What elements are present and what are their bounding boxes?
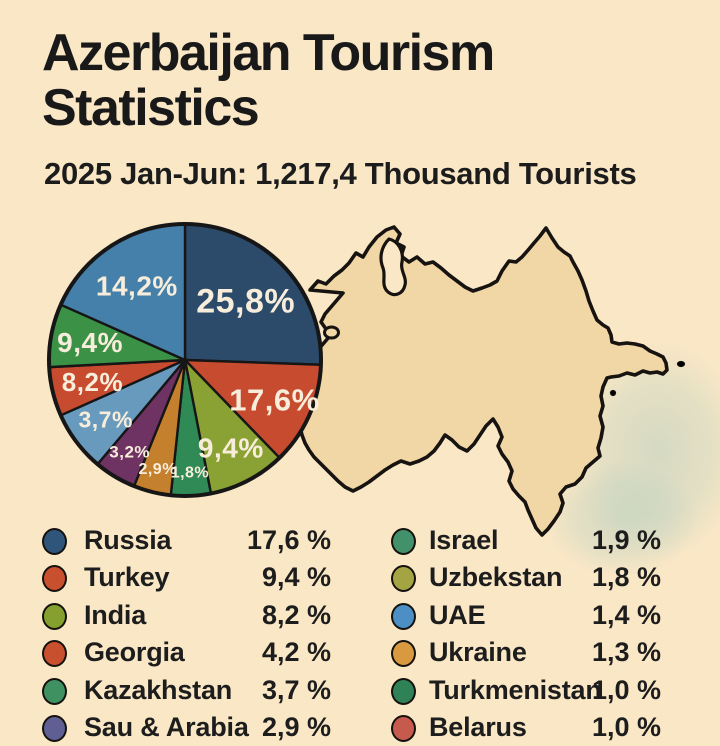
legend-color-dot-icon <box>42 677 67 705</box>
page-title-line1: Azerbaijan Tourism <box>42 24 495 82</box>
map-dot-island <box>609 389 617 397</box>
pie-slice-label: 3,2% <box>109 443 150 462</box>
legend-color-dot-icon <box>391 527 416 555</box>
legend-country-label: Belarus <box>429 712 527 742</box>
legend-value-label: 1,4 % <box>591 599 661 630</box>
pie-slice-label: 2,9% <box>138 461 176 478</box>
legend-country-label: Turkey <box>84 562 170 592</box>
legend-color-dot-icon <box>42 602 67 630</box>
legend-item: Russia 17,6 % <box>0 521 720 559</box>
caspian-sea-shading-south <box>544 460 700 576</box>
legend-color-dot-icon <box>391 715 416 742</box>
page-title-line2: Statistics <box>42 79 260 138</box>
legend-country-label: Uzbekstan <box>429 562 563 592</box>
legend-item: Georgia 4,2 % <box>0 633 720 671</box>
pie-slice-label: 25,8% <box>196 282 295 320</box>
pie-slice-label: 9,4% <box>198 433 264 464</box>
pie-slice-label: 3,7% <box>78 407 132 433</box>
pie-slice-label: 8,2% <box>62 367 123 397</box>
map-dot-peninsula <box>676 360 686 368</box>
legend-item: Turkey 9,4 % <box>0 558 720 596</box>
azerbaijan-map <box>298 225 720 576</box>
legend-country-label: Russia <box>84 524 172 555</box>
infographic-canvas: { "header": { "title_line1": "Azerbaijan… <box>0 24 720 742</box>
legend-value-label: 3,7 % <box>261 674 331 705</box>
legend-value-label: 1,8 % <box>591 562 661 592</box>
legend-value-label: 1,0 % <box>591 674 661 705</box>
legend-color-dot-icon <box>42 527 67 555</box>
legend-color-dot-icon <box>391 640 416 667</box>
legend-item: UAE 1,4 % <box>0 596 720 634</box>
legend-color-dot-icon <box>391 677 416 705</box>
pie-slice-label: 17,6% <box>229 382 319 417</box>
legend-value-label: 17,6 % <box>246 524 331 555</box>
legend-item: Israel 1,9 % <box>0 521 720 559</box>
page-subtitle: 2025 Jan-Jun: 1,217,4 Thousand Tourists <box>44 156 637 191</box>
map-outline <box>298 225 669 537</box>
legend-country-label: Georgia <box>84 637 185 667</box>
pie-outer-ring <box>47 222 323 498</box>
legend-country-label: Ukraine <box>429 637 527 667</box>
page-title: Azerbaijan Tourism Statistics <box>42 24 682 138</box>
legend-color-dot-icon <box>391 565 416 592</box>
legend-color-dot-icon <box>42 640 67 667</box>
legend-country-label: UAE <box>429 599 486 630</box>
pie-slice-label: 9,4% <box>57 327 123 358</box>
legend-country-label: Israel <box>429 524 499 555</box>
pie-slice-label: 1,8% <box>171 464 209 481</box>
legend-value-label: 1,9 % <box>591 524 661 555</box>
legend-value-label: 1,3 % <box>591 637 661 667</box>
legend-value-label: 9,4 % <box>261 562 331 592</box>
legend: Russia 17,6 % Turkey 9,4 % India 8,2 % Georgia… <box>0 521 720 742</box>
pie-slice-label: 14,2% <box>96 270 178 301</box>
legend-value-label: 4,2 % <box>261 637 331 667</box>
tourism-pie-chart: 25,8%17,6%9,4%1,8%2,9%3,2%3,7%8,2%9,4%14… <box>47 222 323 498</box>
map-northwest-notch <box>379 237 407 297</box>
legend-item: Ukraine 1,3 % <box>0 633 720 671</box>
legend-country-label: Turkmenistan <box>429 674 602 705</box>
legend-item: Belarus 1,0 % <box>0 708 720 746</box>
legend-value-label: 8,2 % <box>261 599 331 630</box>
legend-item: India 8,2 % <box>0 596 720 634</box>
legend-country-label: India <box>84 599 147 630</box>
legend-item: Uzbekstan 1,8 % <box>0 558 720 596</box>
legend-value-label: 1,0 % <box>591 712 661 742</box>
legend-country-label: Kazakhstan <box>84 674 233 705</box>
legend-item: Kazakhstan 3,7 % <box>0 671 720 709</box>
legend-color-dot-icon <box>42 565 67 592</box>
map-island <box>323 325 340 340</box>
legend-item: Turkmenistan 1,0 % <box>0 671 720 709</box>
legend-color-dot-icon <box>391 602 416 630</box>
